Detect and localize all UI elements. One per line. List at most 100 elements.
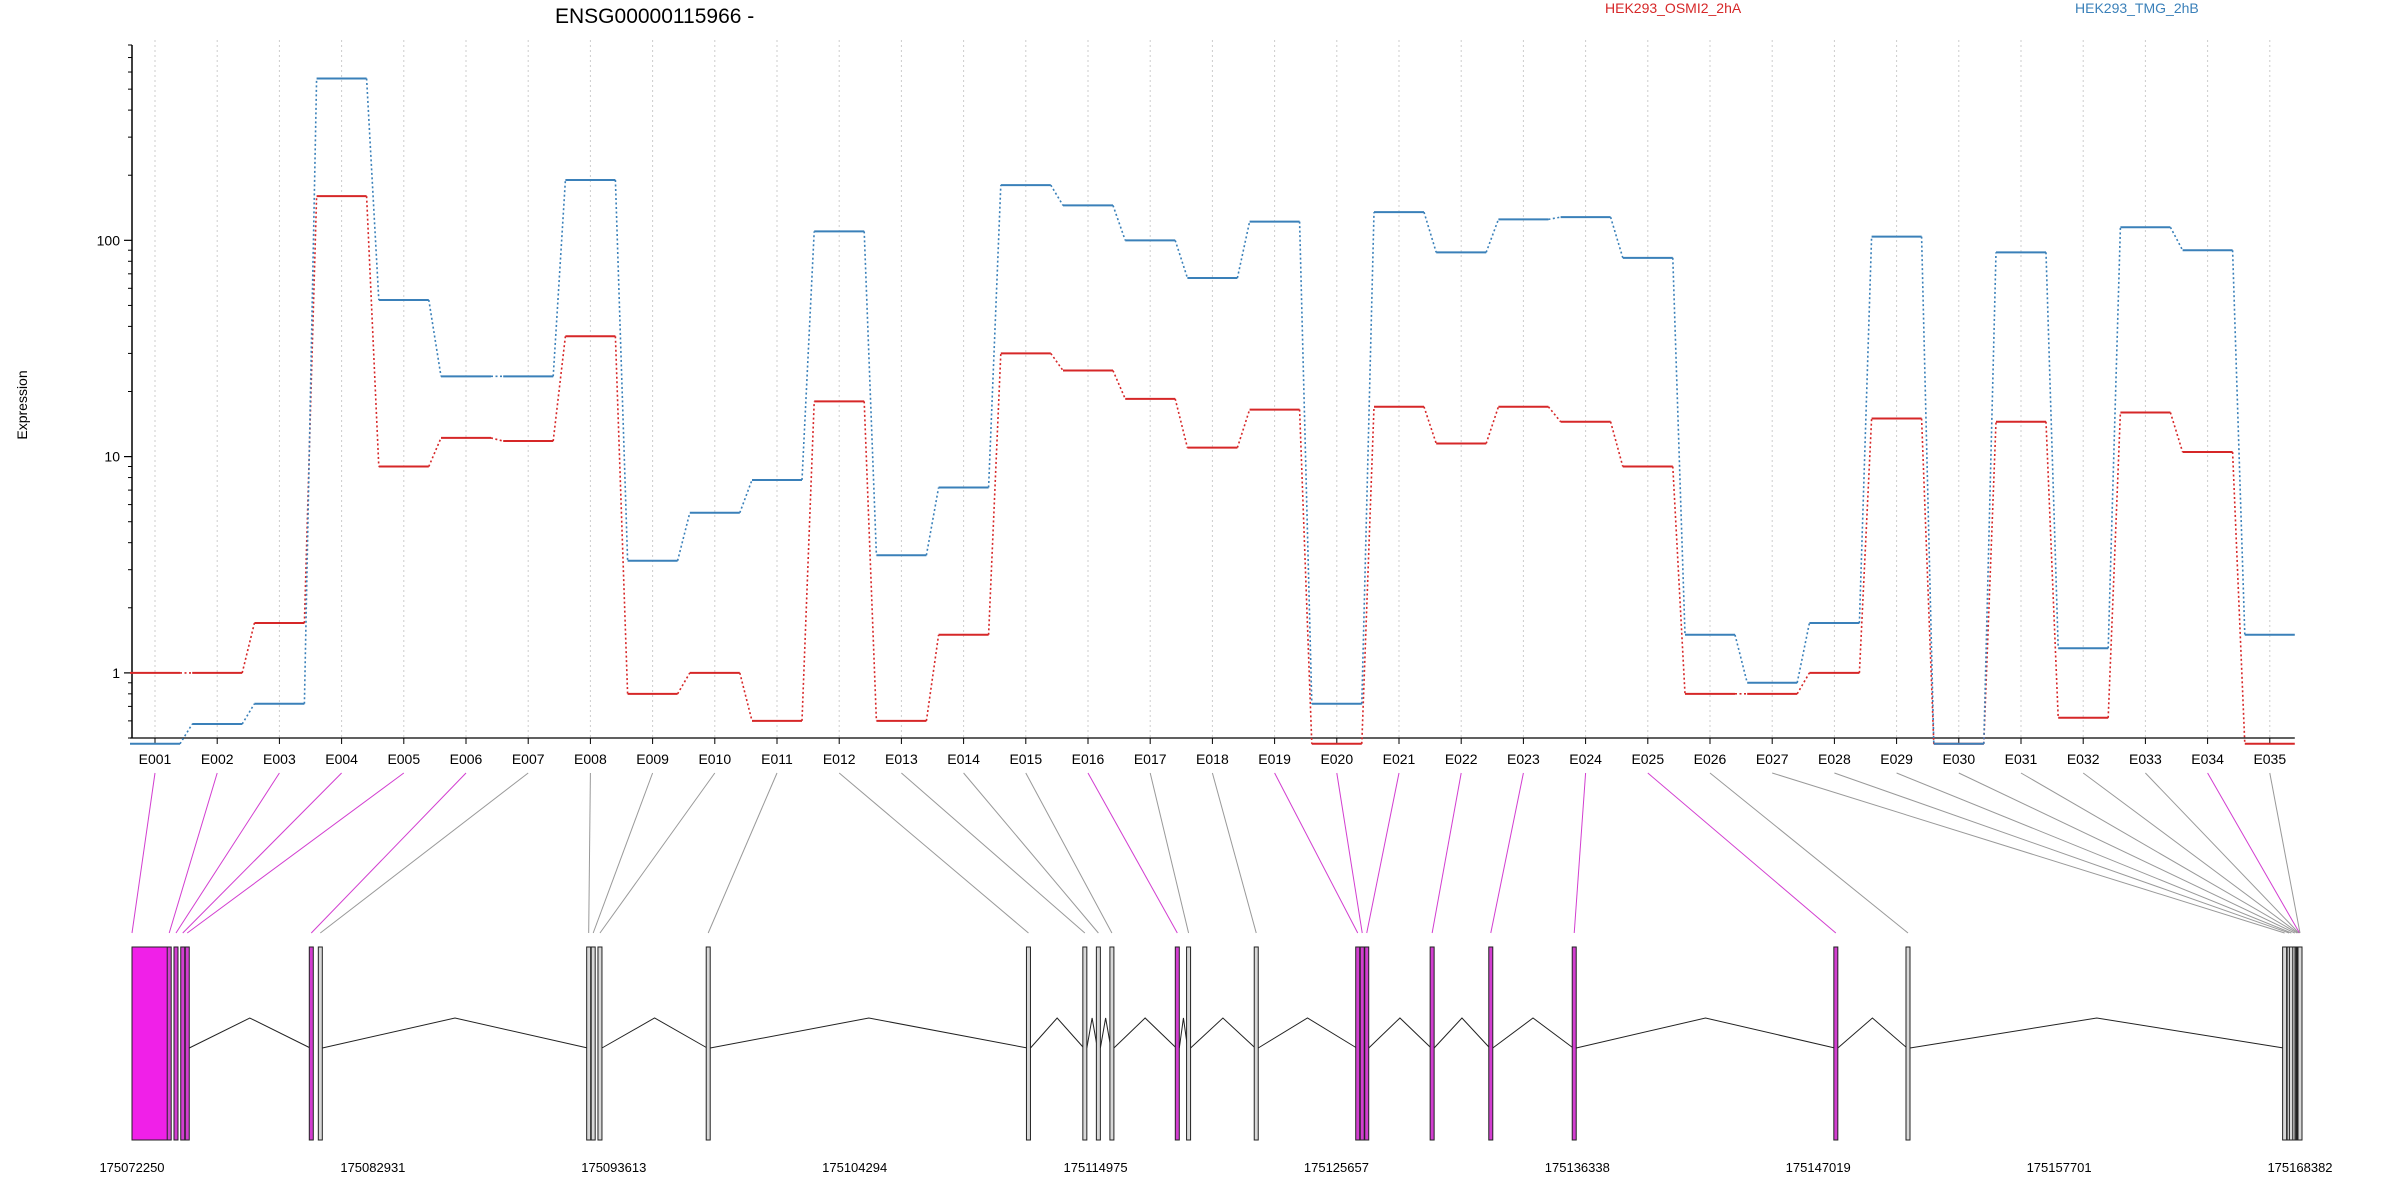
exon-connector-e034	[2207, 772, 2300, 934]
exon-connector-e015	[1025, 772, 1113, 934]
exon-block-e009	[590, 946, 596, 1141]
x-tick-label-e002: E002	[201, 751, 234, 767]
series-1	[130, 195, 2295, 745]
genomic-coordinate-label: 175093613	[581, 1160, 646, 1175]
exon-connector-e016	[1087, 772, 1178, 934]
series-2-connector	[1983, 252, 1997, 744]
legend-series-2: HEK293_TMG_2hB	[2075, 0, 2199, 16]
x-tick-label-e023: E023	[1507, 751, 1540, 767]
series-2-connector	[303, 78, 318, 704]
series-2-connector	[614, 180, 629, 561]
series-1-connector	[1050, 352, 1064, 372]
exon-block-e001	[131, 946, 170, 1141]
series-1-connector	[614, 336, 629, 694]
exon-connector-e020	[1336, 772, 1363, 934]
y-tick-label: 100	[97, 232, 121, 248]
x-tick-label-e016: E016	[1072, 751, 1105, 767]
exon-block-e035	[2297, 946, 2303, 1141]
grid-lines	[154, 40, 2271, 738]
intron-line	[710, 1017, 1028, 1049]
x-tick-label-e008: E008	[574, 751, 607, 767]
intron-line	[601, 1017, 708, 1049]
intron-line	[1099, 1017, 1112, 1049]
gene-model: 175072250 175082931 175093613 175104294 1751…	[99, 946, 2333, 1175]
exon-connector-e021	[1366, 772, 1400, 934]
exon-connector-e005	[186, 772, 405, 934]
y-tick-label: 10	[104, 449, 120, 465]
series-2-connector	[1858, 236, 1873, 624]
series-2-connector	[1050, 184, 1064, 206]
exon-block-e007	[317, 946, 323, 1141]
series-1-connector	[739, 672, 753, 722]
genomic-coordinate-label: 175168382	[2267, 1160, 2332, 1175]
x-tick-label-e015: E015	[1009, 751, 1042, 767]
exon-block-e013	[1082, 946, 1088, 1141]
series-2-connector	[179, 723, 193, 745]
exon-connector-e032	[2082, 772, 2299, 934]
x-tick-label-e035: E035	[2253, 751, 2286, 767]
legend-series-1: HEK293_OSMI2_2hA	[1605, 0, 1742, 16]
x-tick-label-e025: E025	[1631, 751, 1664, 767]
x-tick-label-e007: E007	[512, 751, 545, 767]
x-tick-label-e032: E032	[2067, 751, 2100, 767]
exon-block-e019	[1355, 946, 1361, 1141]
exon-block-e024	[1571, 946, 1577, 1141]
exon-connector-e025	[1647, 772, 1837, 934]
exon-block-e023	[1488, 946, 1494, 1141]
series-1-connector	[2107, 412, 2122, 718]
exon-block-e027	[2282, 946, 2288, 1141]
exon-connector-e018	[1211, 772, 1257, 934]
exon-block-e021	[1364, 946, 1370, 1141]
x-tick-label-e013: E013	[885, 751, 918, 767]
x-tick-label-e033: E033	[2129, 751, 2162, 767]
x-tick-label-e029: E029	[1880, 751, 1913, 767]
x-tick-label-e020: E020	[1320, 751, 1353, 767]
exon-connector-e024	[1573, 772, 1587, 934]
exon-block-e022	[1429, 946, 1435, 1141]
x-tick-label-e024: E024	[1569, 751, 1602, 767]
series-2-connector	[241, 703, 256, 725]
x-tick-label-e034: E034	[2191, 751, 2224, 767]
exon-connector-e022	[1431, 772, 1462, 934]
exon-connector-e033	[2145, 772, 2300, 934]
x-tick-label-e006: E006	[450, 751, 483, 767]
exon-block-e026	[1905, 946, 1911, 1141]
y-tick-label: 1	[112, 665, 120, 681]
series-1-connector	[925, 634, 940, 721]
exon-connector-e002	[168, 772, 218, 934]
x-tick-label-e022: E022	[1445, 751, 1478, 767]
x-tick-label-e005: E005	[387, 751, 420, 767]
x-tick-label-e017: E017	[1134, 751, 1167, 767]
series-1-connector	[987, 353, 1002, 635]
series-2-connector	[1796, 622, 1811, 683]
exon-connector-e029	[1896, 772, 2292, 934]
x-tick-label-e026: E026	[1694, 751, 1727, 767]
intron-line	[1190, 1017, 1256, 1049]
series-1-connector	[1609, 421, 1624, 467]
series-1-connector	[2231, 451, 2246, 744]
intron-line	[1576, 1017, 1835, 1049]
exon-connector-e019	[1274, 772, 1359, 934]
series-2-connector	[428, 299, 442, 377]
series-lines	[130, 77, 2295, 745]
series-1-connector	[365, 196, 380, 467]
exon-connector-e008	[588, 772, 591, 934]
exon-block-e005	[184, 946, 190, 1141]
exon-connector-e011	[707, 772, 778, 934]
exon-connector-e010	[599, 772, 716, 934]
series-2-connector	[1112, 205, 1126, 241]
series-1-connector	[490, 437, 504, 442]
series-2-connector	[1920, 236, 1935, 744]
exon-block-e008	[586, 946, 592, 1141]
x-tick-label-e019: E019	[1258, 751, 1291, 767]
exon-block-e012	[1025, 946, 1031, 1141]
x-tick-label-e004: E004	[325, 751, 358, 767]
series-1-connector	[1485, 406, 1500, 444]
intron-line	[1030, 1017, 1085, 1049]
exon-connector-e007	[320, 772, 529, 934]
exon-connector-e030	[1958, 772, 2295, 934]
exon-connector-e009	[592, 772, 654, 934]
exon-block-e017	[1186, 946, 1192, 1141]
series-2-connector	[1298, 221, 1313, 704]
